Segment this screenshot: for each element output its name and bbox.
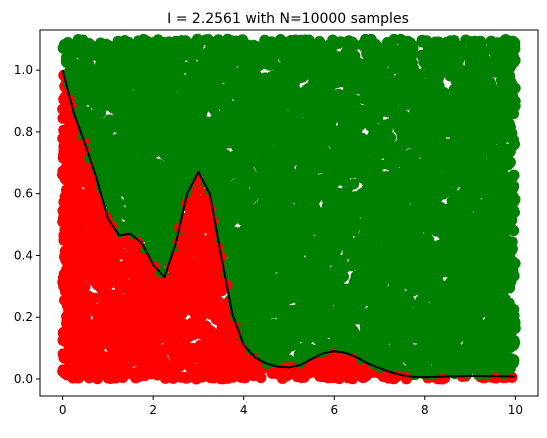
chart-title: I = 2.2561 with N=10000 samples [167, 11, 409, 27]
scatter-layer [57, 33, 521, 385]
